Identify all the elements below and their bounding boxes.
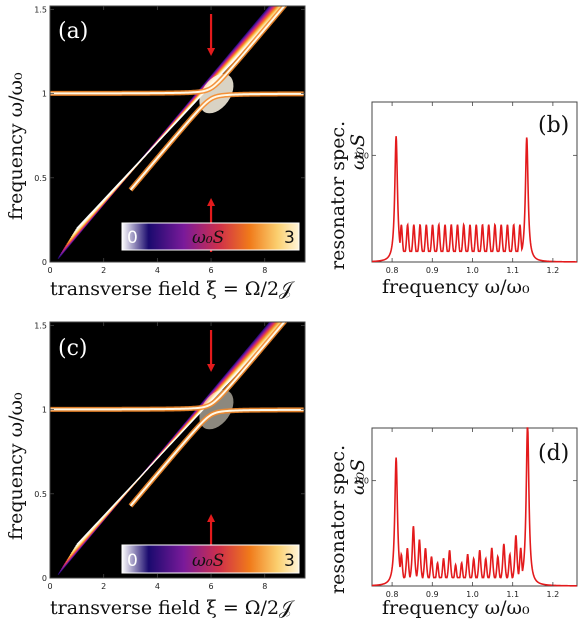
y-axis-label: resonator spec. xyxy=(327,445,349,594)
lower-polariton xyxy=(129,92,304,191)
plot-frame xyxy=(49,321,306,579)
x-tick-label: 1.2 xyxy=(547,590,560,599)
x-tick-label: 0.8 xyxy=(386,590,399,599)
panel-label: (c) xyxy=(58,336,88,361)
y-tick-label: 0 xyxy=(42,258,47,267)
y-axis-label: frequency ω/ω₀ xyxy=(5,72,27,220)
x-ticks: 0.8 0.9 1.0 1.1 1.2 xyxy=(386,102,560,275)
y-tick-label: 100 xyxy=(354,477,369,486)
spectrum-curve xyxy=(371,427,577,587)
spectrum-curve xyxy=(371,136,577,263)
colorbar-max: 3 xyxy=(284,228,295,248)
x-ticks: 0 2 4 6 8 xyxy=(47,322,267,591)
y-axis-label: frequency ω/ω₀ xyxy=(5,392,27,540)
resonator-line xyxy=(50,6,304,192)
panel-label: (b) xyxy=(538,113,569,138)
x-tick-label: 2 xyxy=(101,266,106,275)
x-axis-label: frequency ω/ω₀ xyxy=(382,597,530,619)
x-tick-label: 1.1 xyxy=(506,590,519,599)
x-tick-label: 0.8 xyxy=(386,266,399,275)
y-tick-label: 1.5 xyxy=(34,5,47,14)
lower-polariton xyxy=(129,408,304,507)
upper-polariton xyxy=(50,322,286,411)
panel-label: (d) xyxy=(538,441,569,466)
colorbar: 0 ω₀S 3 xyxy=(121,222,300,251)
y-tick-label: 1 xyxy=(42,406,47,415)
x-tick-label: 1.0 xyxy=(466,590,479,599)
x-tick-label: 2 xyxy=(101,582,106,591)
x-tick-label: 4 xyxy=(155,582,160,591)
panel-c-heatmap: 0 ω₀S 3 (c) 0 2 4 6 8 0 0.5 1 1.5 transverse fi… xyxy=(5,321,306,619)
y-tick-label: 1 xyxy=(42,90,47,99)
x-tick-label: 6 xyxy=(209,582,214,591)
x-axis-label: transverse field ξ = Ω/2𝒥 xyxy=(50,278,295,300)
x-ticks: 0 2 4 6 8 xyxy=(47,6,267,275)
y-ticks: 100 xyxy=(354,151,577,160)
y-axis-label: resonator spec. xyxy=(327,121,349,270)
colorbar-gradient xyxy=(121,544,300,574)
y-ticks: 0 0.5 1 1.5 xyxy=(34,5,305,267)
panel-a-heatmap: 0 ω₀S 3 (a) 0 2 4 6 8 0 0.5 1 1.5 transverse fi… xyxy=(5,5,306,300)
colorbar-min: 0 xyxy=(127,228,138,248)
x-tick-label: 1.1 xyxy=(506,266,519,275)
colorbar-min: 0 xyxy=(127,551,138,571)
spectrum-line xyxy=(371,136,577,263)
y-tick-label: 100 xyxy=(354,151,369,160)
x-tick-label: 8 xyxy=(262,582,267,591)
colorbar-gradient xyxy=(121,222,300,251)
x-tick-label: 4 xyxy=(155,266,160,275)
x-tick-label: 8 xyxy=(262,266,267,275)
y-ticks: 100 xyxy=(354,477,577,486)
y-tick-label: 1.5 xyxy=(34,321,47,330)
colorbar: 0 ω₀S 3 xyxy=(121,544,300,574)
panel-label: (a) xyxy=(58,19,88,44)
x-axis-label: transverse field ξ = Ω/2𝒥 xyxy=(50,597,295,619)
x-tick-label: 0.9 xyxy=(426,590,439,599)
x-tick-label: 0 xyxy=(47,582,52,591)
spectrum-line xyxy=(371,427,577,587)
x-axis-label: frequency ω/ω₀ xyxy=(382,276,530,298)
colorbar-label: ω₀S xyxy=(192,551,224,571)
y-tick-label: 0 xyxy=(42,574,47,583)
panel-d-spectrum: (d) 0.8 0.9 1.0 1.1 1.2 100 frequency ω/ω₀ r… xyxy=(327,427,578,619)
y-ticks: 0 0.5 1 1.5 xyxy=(34,321,305,583)
x-ticks: 0.8 0.9 1.0 1.1 1.2 xyxy=(386,428,560,599)
x-tick-label: 1.2 xyxy=(547,266,560,275)
spin-bands xyxy=(57,6,287,260)
x-tick-label: 0.9 xyxy=(426,266,439,275)
resonator-line xyxy=(50,322,304,508)
y-tick-label: 0.5 xyxy=(34,490,47,499)
x-tick-label: 1.0 xyxy=(466,266,479,275)
y-axis-label-2: ω₀S xyxy=(347,459,369,495)
colorbar-label: ω₀S xyxy=(192,228,224,248)
x-tick-label: 6 xyxy=(209,266,214,275)
panel-b-spectrum: (b) 0.8 0.9 1.0 1.1 1.2 100 frequency ω/ω₀ r… xyxy=(327,101,578,298)
y-tick-label: 0.5 xyxy=(34,174,47,183)
colorbar-max: 3 xyxy=(284,551,295,571)
y-axis-label-2: ω₀S xyxy=(347,134,369,170)
x-tick-label: 0 xyxy=(47,266,52,275)
plot-frame xyxy=(49,5,306,263)
upper-polariton xyxy=(50,6,286,95)
